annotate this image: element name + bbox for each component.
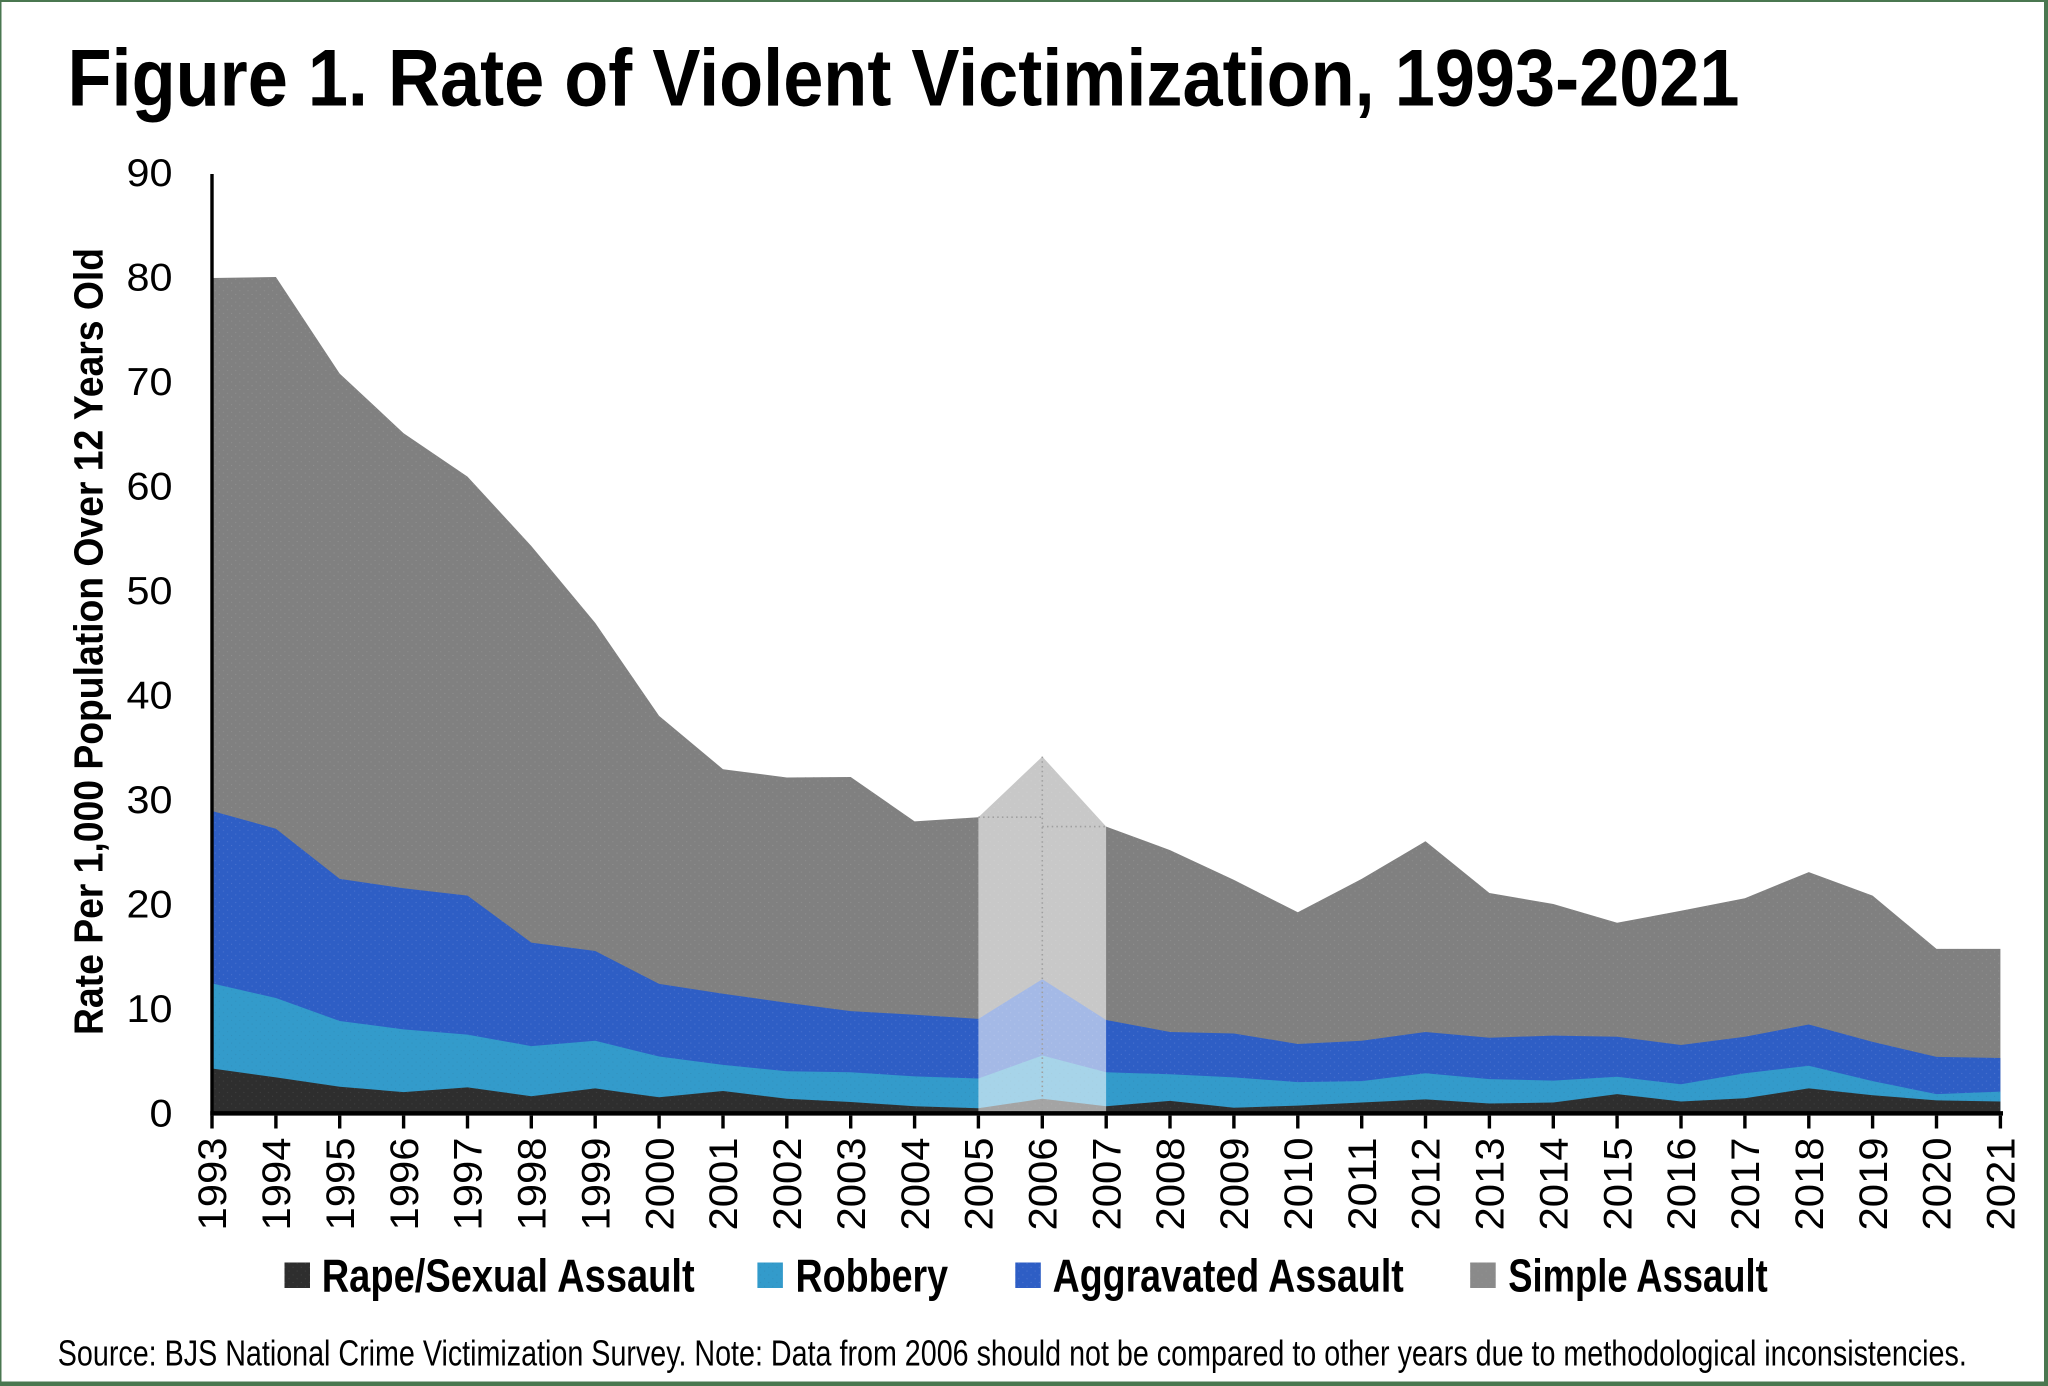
svg-text:Rate Per 1,000 Population Over: Rate Per 1,000 Population Over 12 Years … bbox=[66, 248, 112, 1035]
svg-text:2005: 2005 bbox=[958, 1138, 1002, 1231]
svg-text:40: 40 bbox=[127, 674, 173, 717]
svg-text:2021: 2021 bbox=[1980, 1138, 2024, 1231]
svg-text:2007: 2007 bbox=[1085, 1138, 1129, 1231]
svg-text:2018: 2018 bbox=[1788, 1138, 1832, 1231]
svg-text:20: 20 bbox=[127, 883, 173, 926]
svg-text:0: 0 bbox=[150, 1092, 173, 1135]
svg-text:80: 80 bbox=[127, 256, 173, 299]
svg-text:2004: 2004 bbox=[894, 1138, 938, 1231]
svg-text:60: 60 bbox=[127, 465, 173, 508]
svg-text:Source: BJS National Crime Vic: Source: BJS National Crime Victimization… bbox=[58, 1333, 1967, 1374]
svg-text:2006: 2006 bbox=[1022, 1138, 1066, 1231]
svg-text:2002: 2002 bbox=[766, 1138, 810, 1231]
svg-text:2017: 2017 bbox=[1724, 1138, 1768, 1231]
svg-text:Robbery: Robbery bbox=[796, 1250, 949, 1302]
svg-text:2009: 2009 bbox=[1213, 1138, 1257, 1231]
svg-text:2013: 2013 bbox=[1469, 1138, 1513, 1231]
svg-text:2012: 2012 bbox=[1405, 1138, 1449, 1231]
svg-text:Simple Assault: Simple Assault bbox=[1508, 1250, 1767, 1302]
svg-text:2014: 2014 bbox=[1533, 1138, 1577, 1231]
svg-text:90: 90 bbox=[127, 152, 173, 195]
svg-text:2016: 2016 bbox=[1660, 1138, 1704, 1231]
svg-text:70: 70 bbox=[127, 361, 173, 404]
svg-text:50: 50 bbox=[127, 570, 173, 613]
svg-text:1996: 1996 bbox=[383, 1138, 427, 1231]
svg-text:2011: 2011 bbox=[1341, 1138, 1385, 1231]
svg-text:1998: 1998 bbox=[511, 1138, 555, 1231]
svg-text:2008: 2008 bbox=[1149, 1138, 1193, 1231]
svg-text:2010: 2010 bbox=[1277, 1138, 1321, 1231]
svg-text:2003: 2003 bbox=[830, 1138, 874, 1231]
svg-text:2019: 2019 bbox=[1852, 1138, 1896, 1231]
svg-text:1999: 1999 bbox=[574, 1138, 618, 1231]
svg-text:1997: 1997 bbox=[447, 1138, 491, 1231]
svg-text:1995: 1995 bbox=[319, 1138, 363, 1231]
svg-text:2020: 2020 bbox=[1916, 1138, 1960, 1231]
svg-text:1993: 1993 bbox=[191, 1138, 235, 1231]
svg-text:10: 10 bbox=[127, 988, 173, 1031]
svg-text:2015: 2015 bbox=[1596, 1138, 1640, 1231]
svg-text:2000: 2000 bbox=[638, 1138, 682, 1231]
svg-text:2001: 2001 bbox=[702, 1138, 746, 1231]
svg-text:Figure 1. Rate of Violent Vict: Figure 1. Rate of Violent Victimization,… bbox=[68, 34, 1740, 124]
svg-text:30: 30 bbox=[127, 779, 173, 822]
svg-text:Aggravated Assault: Aggravated Assault bbox=[1053, 1250, 1404, 1302]
svg-text:1994: 1994 bbox=[255, 1138, 299, 1231]
svg-text:Rape/Sexual Assault: Rape/Sexual Assault bbox=[322, 1250, 695, 1302]
